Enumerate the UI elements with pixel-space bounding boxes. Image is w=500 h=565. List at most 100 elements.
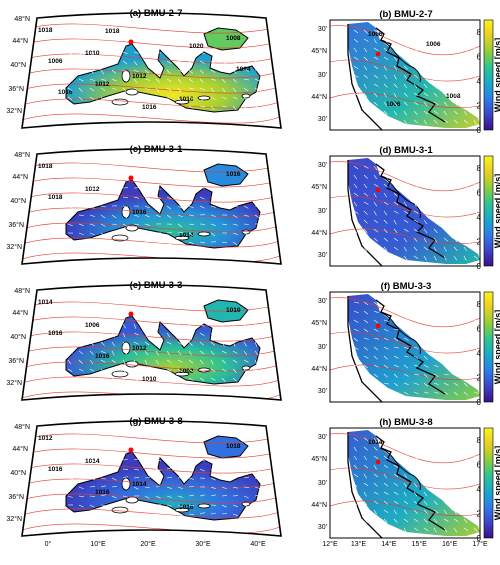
isobar-label: 1006 [368, 31, 383, 38]
colorbar-label: Wind speed [m/s] [493, 174, 500, 248]
isobar-label: 1010 [226, 307, 241, 314]
island [122, 342, 130, 354]
lat-label: 32°N [6, 107, 22, 115]
adriatic-panel-1: (d) BMU-3-130'45°N30'44°N30' [311, 145, 480, 266]
isobar-label: 1018 [38, 27, 53, 34]
lat-label: 32°N [6, 379, 22, 387]
colorbar-tick: 4 [477, 485, 482, 494]
colorbar-label: Wind speed [m/s] [493, 446, 500, 520]
isobar-label: 1016 [95, 353, 110, 360]
adriatic-panel-title: (f) BMU-3-3 [381, 281, 432, 292]
location-marker [129, 312, 134, 317]
lon-label: 40°E [250, 540, 266, 548]
location-marker [376, 460, 381, 465]
lat-label: 48°N [14, 423, 30, 431]
adriatic-panel-2: (f) BMU-3-330'45°N30'44°N30' [311, 281, 480, 402]
island [126, 89, 138, 95]
lat-label: 44°N [12, 37, 28, 45]
lat-label: 30' [318, 480, 327, 487]
colorbar-ramp [484, 292, 493, 402]
isobar-label: 1018 [105, 28, 120, 35]
lat-label: 48°N [14, 151, 30, 159]
lat-label: 36°N [8, 85, 24, 93]
colorbar-tick: 8 [477, 300, 482, 309]
lon-label: 16°E [442, 540, 458, 548]
lat-label: 30' [318, 434, 327, 441]
lat-label: 36°N [8, 221, 24, 229]
location-marker [376, 52, 381, 57]
island [122, 206, 130, 218]
island [112, 99, 128, 105]
colorbar-tick: 0 [477, 126, 482, 135]
colorbar-tick: 6 [477, 325, 482, 334]
colorbar-ramp [484, 156, 493, 266]
lat-label: 44°N [12, 445, 28, 453]
lat-label: 44°N [12, 309, 28, 317]
isobar-label: 1014 [236, 66, 251, 73]
lon-label: 20°E [140, 540, 156, 548]
isobar-label: 1020 [189, 43, 204, 50]
lon-label: 10°E [90, 540, 106, 548]
lon-label: 13°E [351, 540, 367, 548]
lon-label: 14°E [381, 540, 397, 548]
lat-label: 36°N [8, 493, 24, 501]
location-marker [129, 448, 134, 453]
isobar-label: 1006 [386, 101, 401, 108]
isobar-label: 1018 [38, 163, 53, 170]
island [242, 366, 250, 370]
colorbar-ramp [484, 20, 493, 130]
isobar-label: 1016 [179, 504, 194, 511]
isobar-label: 1018 [226, 443, 241, 450]
lat-label: 44°N [12, 173, 28, 181]
colorbar-tick: 2 [477, 238, 482, 247]
lat-label: 30' [318, 388, 327, 395]
lat-label: 40°N [10, 469, 26, 477]
isobar-label: 1016 [58, 89, 73, 96]
med-panel-0: 1018101010121016100810061012101610201014… [6, 8, 282, 128]
lat-label: 30' [318, 252, 327, 259]
lon-label: 0° [45, 540, 52, 548]
colorbar-tick: 2 [477, 510, 482, 519]
lat-label: 30' [318, 116, 327, 123]
lat-label: 30' [318, 162, 327, 169]
lat-label: 40°N [10, 197, 26, 205]
lat-label: 45°N [311, 183, 327, 191]
colorbar-tick: 8 [477, 164, 482, 173]
lat-label: 40°N [10, 333, 26, 341]
lat-label: 40°N [10, 61, 26, 69]
lat-label: 45°N [311, 455, 327, 463]
isobar-label: 1010 [142, 376, 157, 383]
colorbar-tick: 2 [477, 374, 482, 383]
isobar-label: 1006 [426, 41, 441, 48]
colorbar-tick: 0 [477, 398, 482, 407]
lon-label: 12°E [322, 540, 338, 548]
island [122, 478, 130, 490]
lat-label: 30' [318, 26, 327, 33]
lat-label: 45°N [311, 47, 327, 55]
colorbar-tick: 0 [477, 262, 482, 271]
colorbar-tick: 4 [477, 213, 482, 222]
isobar-label: 1016 [48, 330, 63, 337]
isobar-label: 1014 [85, 458, 100, 465]
lat-label: 32°N [6, 515, 22, 523]
location-marker [376, 324, 381, 329]
med-panel-title: (e) BMU-3-3 [130, 280, 183, 291]
location-marker [129, 40, 134, 45]
island [198, 232, 210, 236]
isobar-label: 1016 [226, 171, 241, 178]
isobar-label: 1016 [95, 489, 110, 496]
colorbar-tick: 8 [477, 28, 482, 37]
lat-label: 45°N [311, 319, 327, 327]
location-marker [376, 188, 381, 193]
adriatic-panel-title: (d) BMU-3-1 [379, 145, 433, 156]
adriatic-panel-title: (h) BMU-3-8 [379, 417, 432, 428]
lat-label: 48°N [14, 15, 30, 23]
isobar-label: 1008 [446, 93, 461, 100]
lon-label: 30°E [195, 540, 211, 548]
lat-label: 36°N [8, 357, 24, 365]
island [242, 94, 250, 98]
